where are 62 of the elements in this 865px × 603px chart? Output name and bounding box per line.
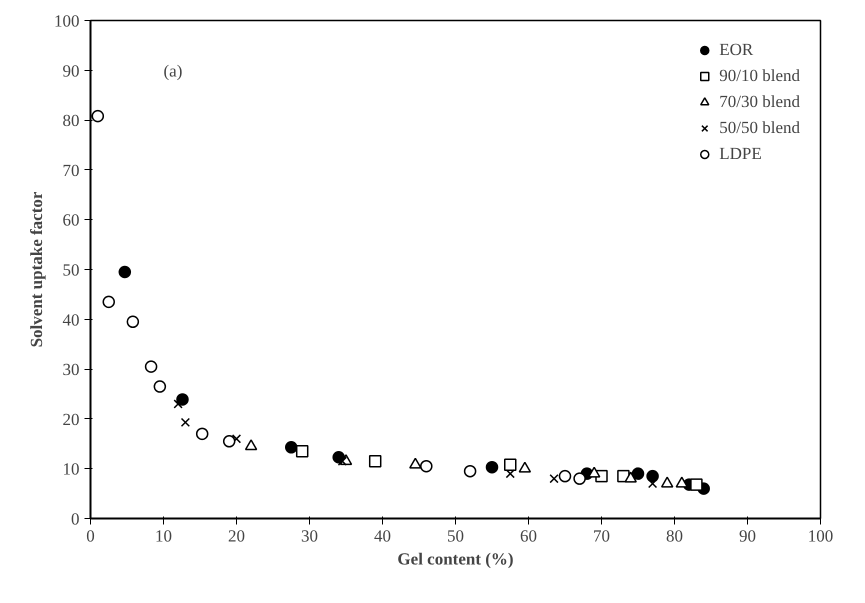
- point: [486, 460, 498, 474]
- y-tick-label: 80: [62, 111, 80, 130]
- point: [632, 467, 644, 480]
- x-tick-label: 40: [374, 526, 391, 546]
- point: [624, 472, 637, 483]
- x-tick-label: 60: [520, 526, 537, 546]
- y-tick-label: 70: [62, 160, 80, 180]
- legend-label: 50/50 blend: [719, 118, 800, 138]
- point: [648, 479, 658, 488]
- y-tick-label: 60: [62, 210, 80, 230]
- point: [244, 439, 258, 450]
- point: [173, 399, 183, 409]
- x-axis-title: Gel content (%): [397, 550, 514, 568]
- y-tick-label: 10: [62, 460, 80, 479]
- legend-label: LDPE: [719, 144, 762, 164]
- point: [573, 472, 586, 485]
- x-tick-label: 0: [86, 526, 95, 546]
- point: [296, 445, 308, 458]
- point: [660, 476, 674, 488]
- y-axis-title: Solvent uptake factor: [27, 191, 46, 348]
- x-tick-label: 30: [301, 526, 318, 546]
- point: [549, 474, 559, 484]
- annotation: (a): [164, 61, 182, 80]
- point: [409, 458, 422, 469]
- point: [144, 360, 158, 373]
- point: [196, 428, 208, 440]
- y-tick-label: 50: [62, 260, 80, 280]
- x-tick-label: 50: [447, 526, 464, 546]
- x-tick-label: 90: [739, 526, 756, 546]
- x-tick-label: 100: [808, 526, 834, 546]
- point: [126, 316, 140, 328]
- y-tick-label: 100: [54, 12, 80, 30]
- point: [368, 454, 382, 468]
- point: [285, 441, 298, 454]
- point: [690, 478, 703, 491]
- x-tick-label: 70: [593, 526, 610, 546]
- y-tick-label: 40: [62, 310, 80, 330]
- point: [232, 434, 242, 444]
- point: [222, 435, 236, 448]
- point: [176, 393, 189, 406]
- point: [180, 418, 190, 428]
- point: [518, 462, 532, 473]
- y-tick-label: 30: [62, 360, 80, 380]
- legend-label: EOR: [719, 40, 754, 60]
- point: [102, 296, 115, 308]
- legend-label: 70/30 blend: [719, 92, 800, 112]
- point: [92, 110, 104, 122]
- point: [420, 460, 433, 472]
- x-tick-label: 10: [155, 526, 172, 546]
- point: [558, 470, 572, 482]
- y-tick-label: 0: [71, 510, 80, 528]
- point: [504, 458, 516, 471]
- point: [646, 470, 659, 482]
- legend-label: 90/10 blend: [719, 66, 800, 86]
- point: [506, 469, 515, 478]
- point: [464, 464, 476, 478]
- x-tick-label: 20: [228, 526, 245, 546]
- y-tick-label: 20: [62, 410, 80, 429]
- point: [118, 266, 132, 278]
- point: [154, 380, 166, 393]
- y-tick-label: 90: [62, 61, 80, 80]
- x-tick-label: 80: [666, 526, 683, 546]
